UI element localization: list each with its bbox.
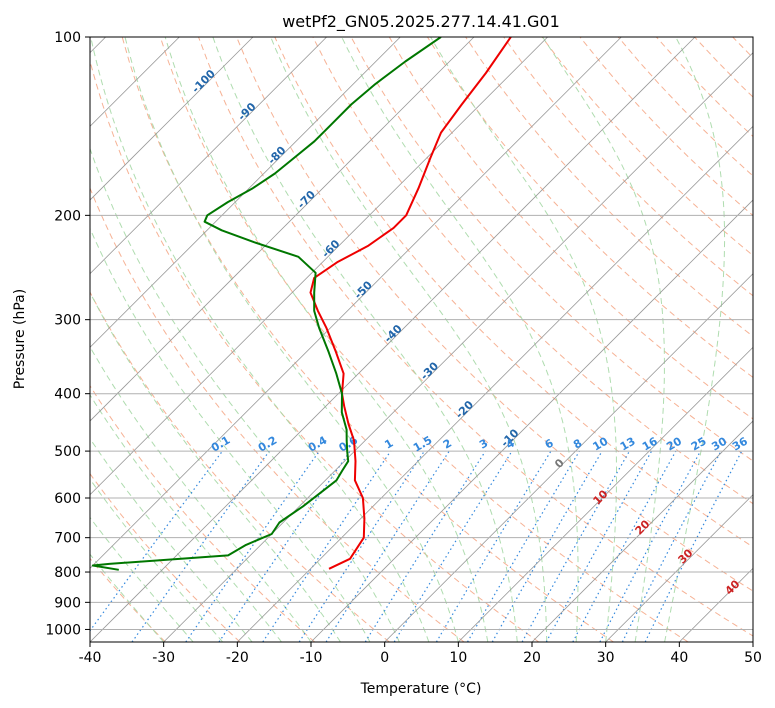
mixing-ratio-line xyxy=(599,450,702,642)
mixing-ratio-lines xyxy=(90,450,743,642)
y-axis-title: Pressure (hPa) xyxy=(12,289,28,389)
dry-adiabat-line xyxy=(159,37,689,642)
mixing-ratio-line xyxy=(185,450,320,642)
dry-adiabat-line xyxy=(121,37,614,642)
moist-adiabat-line xyxy=(664,37,726,642)
y-tick-label: 100 xyxy=(54,30,81,46)
mixing-ratio-line xyxy=(325,450,450,642)
moist-adiabat-line xyxy=(212,37,518,642)
y-tick-label: 500 xyxy=(54,444,81,460)
profile-series xyxy=(91,37,512,571)
y-tick-label: 1000 xyxy=(45,622,81,638)
y-axis: 100 200 300 400 500 600 700 800 900 1000 xyxy=(45,30,90,638)
mixing-ratio-line xyxy=(364,450,486,642)
isotherm-line xyxy=(90,37,696,642)
y-tick-label: 600 xyxy=(54,491,81,507)
mixing-ratio-line xyxy=(435,450,552,642)
moist-adiabat-line xyxy=(164,37,489,642)
dry-adiabat-line xyxy=(90,291,390,642)
x-tick-label: -20 xyxy=(226,650,249,666)
x-tick-label: 50 xyxy=(744,650,762,666)
isotherm-line xyxy=(605,494,753,642)
mixing-ratio-line xyxy=(262,450,392,642)
isotherm-line xyxy=(384,273,753,642)
temperature-profile-line xyxy=(309,37,512,570)
x-tick-label: 20 xyxy=(523,650,541,666)
dry-adiabat-line xyxy=(426,37,753,378)
moist-adiabat-line xyxy=(90,394,282,642)
x-axis-title: Temperature (°C) xyxy=(360,681,482,697)
plot-area: -100-90-80-70-60-50-40-30-20-100.1 0.2 0.4… xyxy=(90,37,753,642)
dry-adiabat-line xyxy=(465,37,753,338)
dry-adiabat-line xyxy=(274,37,753,548)
x-axis: -40 -30 -20 -10 0 10 20 30 40 50 xyxy=(79,642,762,666)
x-tick-label: -10 xyxy=(300,650,323,666)
moist-adiabat-line xyxy=(90,227,371,642)
dry-adiabat-line xyxy=(388,37,753,420)
mixing-ratio-line xyxy=(298,450,425,642)
moist-adiabat-line xyxy=(90,291,341,642)
isotherm-grid xyxy=(90,37,753,642)
pressure-grid xyxy=(90,37,753,630)
moist-adiabat-line xyxy=(90,478,223,642)
dry-adiabat-line xyxy=(90,186,465,642)
moist-adiabat-line xyxy=(270,37,548,642)
isotherm-line xyxy=(90,37,475,422)
dry-adiabat-line xyxy=(90,384,316,642)
isotherm-line xyxy=(90,37,327,275)
dry-adiabat-line xyxy=(236,37,753,592)
isotherm-line xyxy=(90,37,401,348)
dry-adiabat-line xyxy=(350,37,753,462)
dry-adiabat-line xyxy=(312,37,753,505)
plot-frame xyxy=(89,36,754,643)
isotherm-line xyxy=(310,199,753,642)
mixing-ratio-line xyxy=(466,450,580,642)
moist-adiabat-line xyxy=(341,37,579,642)
isotherm-line xyxy=(90,37,548,496)
dry-adiabat-line xyxy=(90,59,540,642)
dry-adiabat-line xyxy=(503,37,753,297)
isotherm-line xyxy=(90,37,254,201)
moist-adiabat-line xyxy=(430,37,617,642)
dewpoint-profile-line xyxy=(91,37,442,571)
x-tick-label: 10 xyxy=(449,650,467,666)
moist-adiabat-line xyxy=(90,437,253,642)
isotherm-line xyxy=(458,346,753,642)
moist-adiabat-line xyxy=(124,37,459,642)
y-tick-label: 200 xyxy=(54,208,81,224)
y-tick-label: 800 xyxy=(54,565,81,581)
x-tick-label: 30 xyxy=(597,650,615,666)
isotherm-line xyxy=(237,125,753,642)
x-tick-label: 40 xyxy=(670,650,688,666)
y-tick-label: 700 xyxy=(54,531,81,547)
moist-adiabat-line xyxy=(90,516,194,642)
y-tick-label: 400 xyxy=(54,387,81,403)
mixing-ratio-line xyxy=(572,450,677,642)
y-tick-label: 300 xyxy=(54,313,81,329)
dry-adiabat-line xyxy=(90,472,241,642)
x-tick-label: 0 xyxy=(380,650,389,666)
isotherm-line xyxy=(163,52,753,642)
moist-adiabat-line xyxy=(90,553,165,642)
isotherm-line xyxy=(531,420,753,642)
chart-title: wetPf2_GN05.2025.277.14.41.G01 xyxy=(282,12,560,32)
moist-adiabat-line xyxy=(542,37,665,642)
isotherm-line xyxy=(90,37,622,569)
moist-adiabat-line xyxy=(90,37,430,642)
mixing-ratio-line xyxy=(218,450,351,642)
y-tick-label: 900 xyxy=(54,595,81,611)
x-tick-label: -30 xyxy=(152,650,175,666)
x-tick-label: -40 xyxy=(79,650,102,666)
